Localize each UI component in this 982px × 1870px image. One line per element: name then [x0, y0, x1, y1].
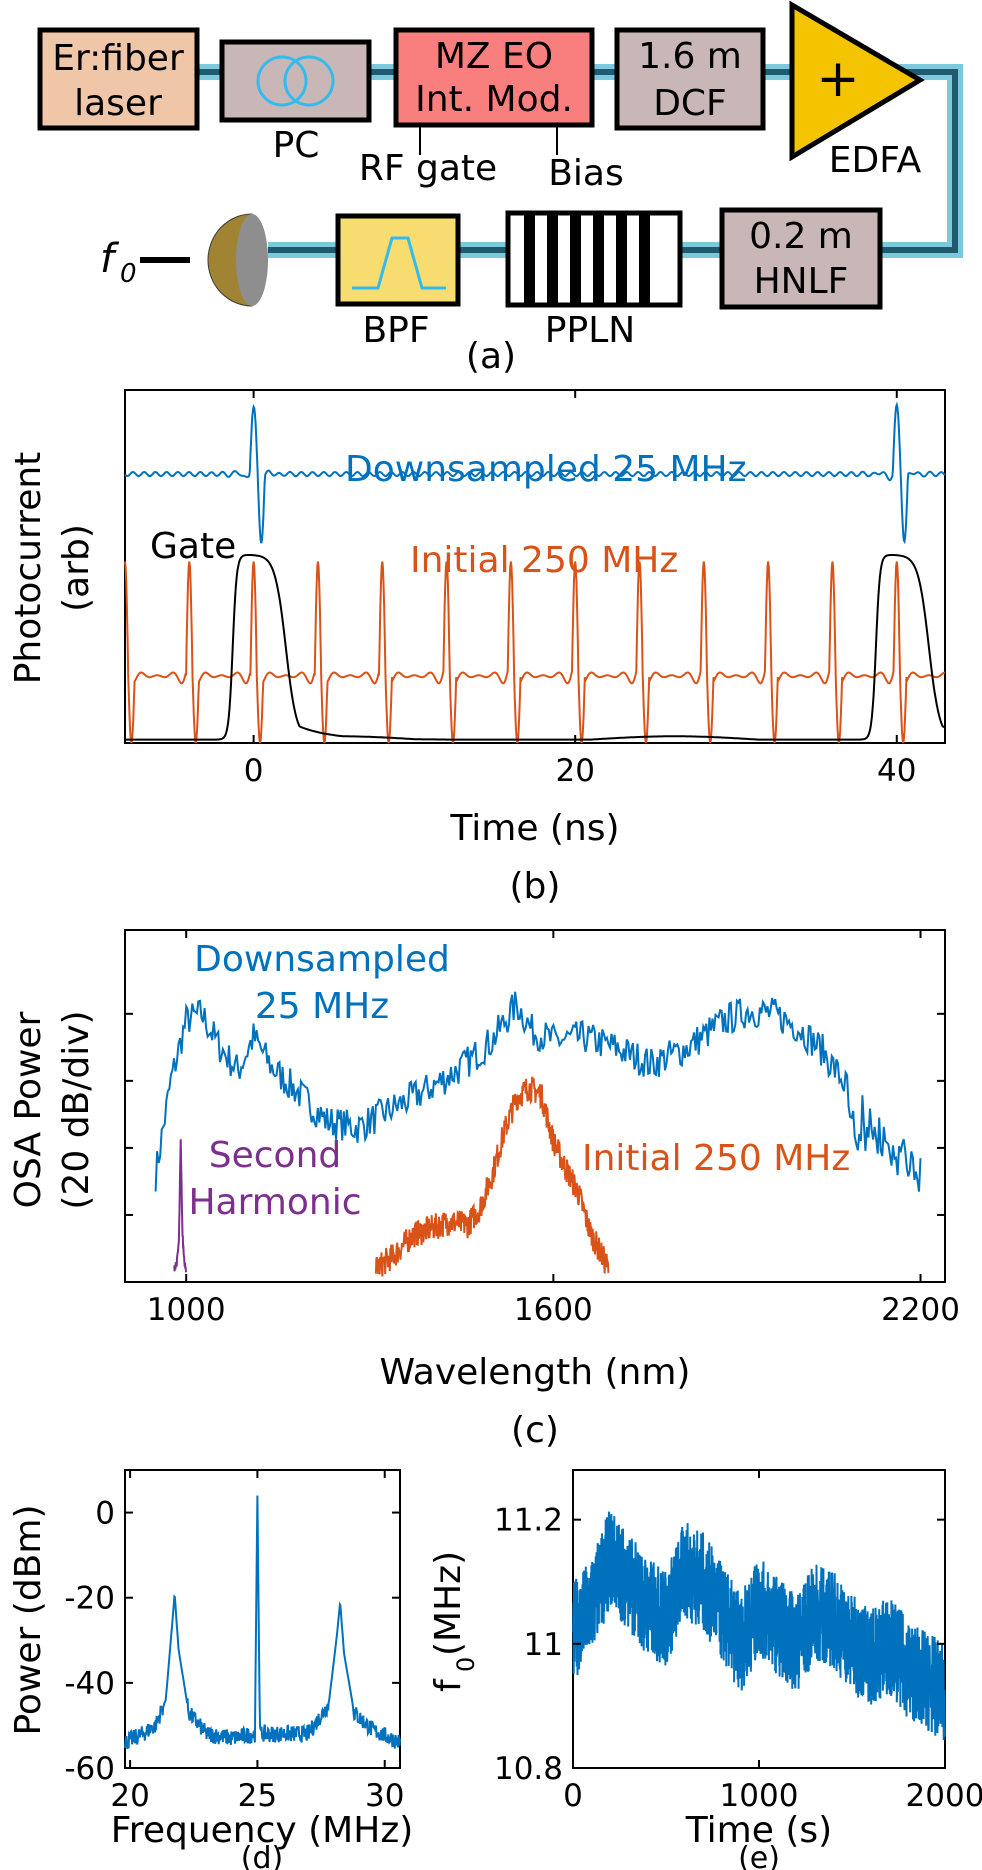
chart-e-xlabel: Time (s)	[685, 1810, 832, 1851]
series-line-downsampled-25mhz	[124, 401, 946, 545]
x-tick-label: 30	[365, 1778, 404, 1814]
x-tick-label: 25	[238, 1778, 277, 1814]
edfa-amplifier: + EDFA	[789, 0, 925, 181]
chart-d-axes-box	[124, 1469, 401, 1769]
series-line-f0-drift	[572, 1511, 946, 1741]
chart-b-series-label-initial: Initial 250 MHz	[410, 540, 678, 581]
y-tick-label: -40	[64, 1666, 115, 1702]
x-tick-label: 20	[555, 753, 594, 789]
ppln-crystal: PPLN	[505, 210, 683, 351]
series-line-rf-spectrum	[124, 1495, 401, 1750]
output-f0-label: f	[100, 236, 120, 282]
x-tick-label: 40	[877, 753, 916, 789]
laser-box: Er:fiber laser	[37, 27, 200, 131]
series-line-initial-250mhz	[124, 561, 946, 744]
series-line-gate	[125, 554, 946, 741]
chart-d-ylabel: Power (dBm)	[8, 1505, 49, 1736]
y-tick-label: 11.2	[494, 1503, 563, 1539]
y-tick-label: -60	[64, 1751, 115, 1787]
chart-e-panel-label: (e)	[738, 1841, 780, 1870]
chart-e-ylabel-unit: (MHz)	[428, 1551, 469, 1656]
x-tick-label: 0	[244, 753, 264, 789]
chart-b: 0 20 40 Photocurrent (arb) Time (ns) (b) D…	[8, 389, 946, 907]
chart-c-label-shg-line1: Second	[209, 1135, 342, 1176]
pc-label: PC	[273, 125, 320, 166]
chart-d-xlabel: Frequency (MHz)	[111, 1810, 414, 1851]
chart-d-panel-label: (d)	[241, 1841, 283, 1870]
x-tick-label: 1000	[147, 1292, 226, 1328]
chart-b-panel-label: (b)	[510, 866, 561, 907]
chart-c-xlabel: Wavelength (nm)	[380, 1352, 691, 1393]
chart-b-ylabel-line1: Photocurrent	[8, 452, 49, 685]
bias-label: Bias	[548, 153, 624, 194]
chart-c-label-initial: Initial 250 MHz	[582, 1138, 850, 1179]
chart-c: 1000 1600 2200 OSA Power (20 dB/div) Wavel…	[8, 929, 960, 1451]
hnlf-label-line1: 0.2 m	[749, 216, 853, 257]
chart-e-ylabel: f 0 (MHz)	[428, 1551, 480, 1692]
dcf-box: 1.6 m DCF	[614, 27, 766, 131]
modulator-label-line1: MZ EO	[435, 36, 553, 77]
bandpass-filter-box: BPF	[335, 213, 461, 351]
y-tick-label: 11	[524, 1627, 563, 1663]
polarization-controller-box: PC	[219, 39, 372, 166]
x-tick-label: 1600	[514, 1292, 593, 1328]
chart-d: 20 25 30 0 -20 -40 -60 Power (dBm) Frequency (…	[8, 1469, 414, 1870]
output-f0-subscript: 0	[120, 259, 137, 289]
chart-b-ylabel-line2: (arb)	[56, 524, 97, 612]
chart-e-ylabel-sub: 0	[452, 1657, 480, 1672]
x-tick-label: 2000	[906, 1778, 982, 1814]
x-tick-label: 1000	[720, 1778, 799, 1814]
chart-e: 0 1000 2000 11.2 11 10.8 f 0 (MHz) Time (s) (…	[428, 1469, 982, 1870]
dcf-label-line1: 1.6 m	[638, 36, 742, 77]
chart-b-series-label-downsampled: Downsampled 25 MHz	[345, 449, 746, 490]
bandpass-shape-icon	[352, 236, 446, 290]
y-tick-label: 10.8	[494, 1751, 563, 1787]
photodetector	[207, 213, 268, 307]
modulator-box: MZ EO Int. Mod. RF gate Bias	[359, 27, 624, 194]
chart-c-ylabel-line1: OSA Power	[8, 1011, 49, 1208]
chart-c-ylabel-line2: (20 dB/div)	[56, 1010, 97, 1209]
chart-e-ylabel-f: f	[428, 1678, 469, 1692]
dcf-label-line2: DCF	[653, 83, 727, 124]
pc-loop-icon	[283, 55, 335, 107]
laser-label-line1: Er:fiber	[52, 38, 184, 79]
series-line-second-harmonic	[173, 1139, 188, 1273]
chart-b-xlabel: Time (ns)	[449, 808, 619, 849]
x-tick-label: 0	[563, 1778, 583, 1814]
laser-label-line2: laser	[74, 83, 162, 124]
pc-loop-icon	[256, 55, 308, 107]
y-tick-label: -20	[64, 1581, 115, 1617]
hnlf-label-line2: HNLF	[754, 261, 849, 302]
panel-a-label: (a)	[466, 336, 516, 377]
chart-c-panel-label: (c)	[511, 1410, 559, 1451]
chart-c-axes-box	[124, 929, 946, 1283]
chart-b-series-label-gate: Gate	[150, 526, 236, 567]
x-tick-label: 2200	[881, 1292, 960, 1328]
series-line-initial-250mhz	[374, 1076, 610, 1277]
x-tick-label: 20	[110, 1778, 149, 1814]
chart-c-label-shg-line2: Harmonic	[188, 1182, 361, 1223]
modulator-label-line2: Int. Mod.	[415, 79, 573, 120]
ppln-label: PPLN	[545, 310, 635, 351]
schematic-diagram: Er:fiber laser PC MZ EO Int. Mod. RF gat…	[37, 0, 963, 377]
hnlf-box: 0.2 m HNLF	[719, 207, 883, 310]
chart-c-label-downsampled-line1: Downsampled	[194, 939, 450, 980]
bpf-label: BPF	[362, 310, 429, 351]
chart-c-label-downsampled-line2: 25 MHz	[255, 986, 389, 1027]
edfa-label: EDFA	[829, 140, 922, 181]
series-line-downsampled-25mhz	[154, 991, 922, 1192]
rf-gate-label: RF gate	[359, 148, 497, 189]
y-tick-label: 0	[95, 1496, 115, 1532]
edfa-plus-icon: +	[816, 49, 860, 109]
